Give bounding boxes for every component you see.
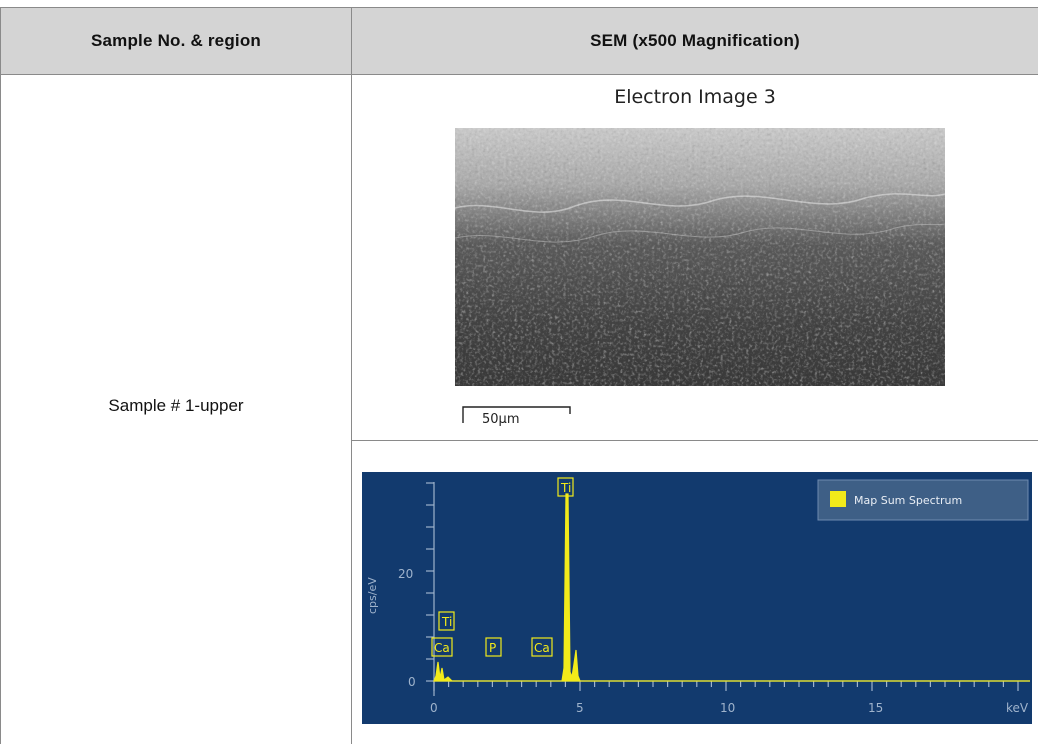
y-tick-marks (426, 482, 434, 682)
peak-label-p: P (485, 637, 502, 657)
peak-label-ti-main: Ti (557, 477, 574, 497)
sample-label: Sample # 1-upper (108, 396, 244, 415)
svg-text:Ca: Ca (534, 641, 550, 655)
legend-swatch (830, 491, 846, 507)
header-sem: SEM (x500 Magnification) (352, 8, 1038, 74)
table-left-border (0, 7, 1, 744)
x-tick-label-15: 15 (868, 701, 883, 715)
svg-text:Ti: Ti (560, 481, 571, 495)
peak-label-ti-low: Ti (438, 611, 455, 631)
scale-bar (462, 404, 572, 424)
table-top-border (0, 7, 1038, 8)
x-tick-label-10: 10 (720, 701, 735, 715)
y-tick-label-zero: 0 (408, 675, 416, 689)
legend-box (817, 479, 1029, 521)
sem-micrograph (455, 128, 945, 386)
legend-label: Map Sum Spectrum (854, 494, 962, 507)
svg-text:P: P (489, 641, 496, 655)
y-axis-label: cps/eV (366, 577, 379, 614)
scale-bar-label: 50μm (482, 412, 520, 427)
eds-spectrum-chart: Map Sum Spectrum cps/eV 20 0 0 5 10 15 k… (362, 472, 1032, 724)
sem-image-title: Electron Image 3 (614, 86, 776, 108)
sem-eds-divider (352, 440, 1038, 441)
x-tick-label-5: 5 (576, 701, 584, 715)
x-tick-label-0: 0 (430, 701, 438, 715)
header-bottom-border (0, 74, 1038, 75)
column-divider (351, 7, 352, 744)
peak-label-ca: Ca (531, 637, 553, 657)
y-tick-label: 20 (398, 567, 413, 581)
x-axis-unit: keV (1006, 701, 1029, 715)
peak-label-ca-low: Ca (431, 637, 453, 657)
svg-text:Ca: Ca (434, 641, 450, 655)
spectrum-trace (433, 493, 1030, 682)
header-sample-region: Sample No. & region (1, 8, 351, 74)
svg-text:Ti: Ti (441, 615, 452, 629)
x-tick-marks (433, 681, 1019, 691)
